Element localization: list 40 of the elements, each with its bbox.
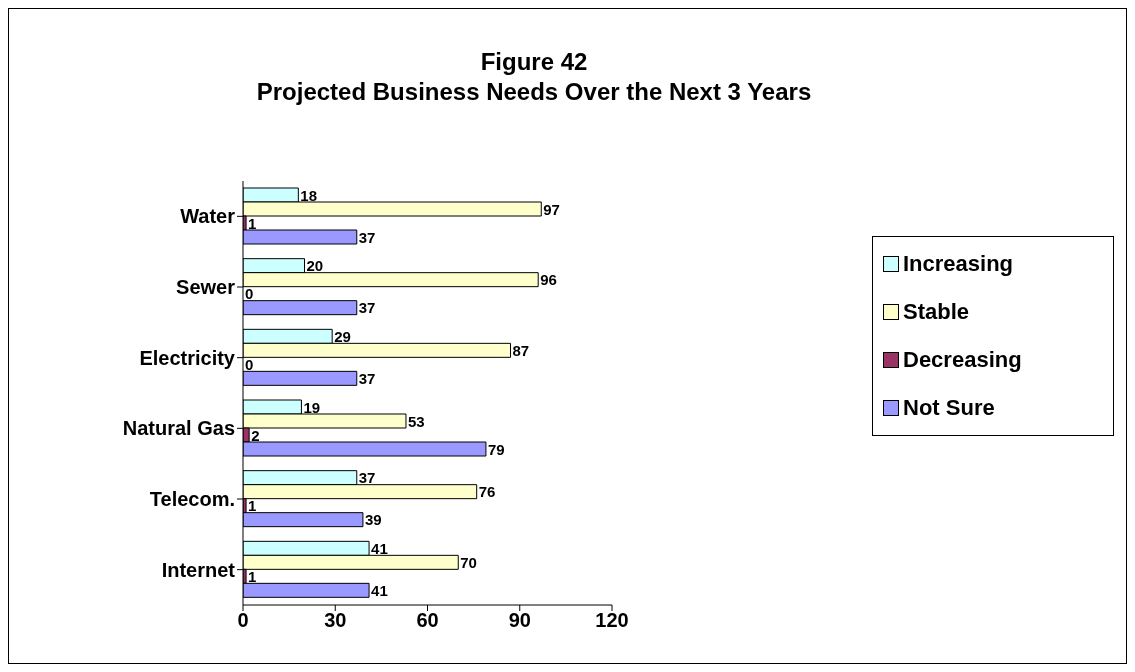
data-label: 79: [487, 440, 505, 458]
data-label: 1: [248, 214, 257, 232]
data-label: 20: [306, 257, 324, 275]
y-tick-label: Water: [180, 205, 236, 228]
data-label: 0: [245, 285, 254, 303]
data-label: 37: [358, 369, 376, 387]
data-label: 37: [358, 299, 376, 317]
data-label: 1: [248, 567, 257, 585]
data-label: 41: [371, 539, 388, 557]
x-tick-label: 60: [416, 609, 439, 632]
x-tick-label: 30: [324, 609, 347, 632]
data-label: 39: [364, 511, 382, 529]
data-label: 41: [371, 581, 388, 599]
data-label: 96: [540, 271, 557, 289]
data-label: 37: [358, 469, 376, 487]
data-label: 1: [248, 497, 257, 515]
y-tick-label: Electricity: [139, 346, 236, 369]
x-tick-label: 90: [508, 609, 531, 632]
legend-label: Stable: [903, 299, 970, 325]
data-label: 37: [358, 228, 376, 246]
data-label: 76: [478, 483, 496, 501]
legend-label: Not Sure: [903, 395, 995, 421]
legend-label: Decreasing: [903, 347, 1022, 373]
x-tick-label: 0: [237, 609, 249, 632]
data-label: 53: [407, 412, 425, 430]
y-tick-label: Internet: [161, 558, 236, 581]
chart-title: Figure 42 Projected Business Needs Over the Next 3 Years: [255, 47, 813, 107]
y-tick-label: Natural Gas: [122, 417, 235, 440]
data-label: 70: [460, 553, 477, 571]
y-tick-label: Telecom.: [149, 488, 235, 511]
y-tick-label: Sewer: [176, 276, 236, 299]
data-label: 87: [512, 341, 530, 359]
x-tick-label: 120: [595, 609, 629, 632]
data-label: 2: [251, 426, 260, 444]
data-label: 18: [300, 186, 318, 204]
data-label: 29: [334, 327, 351, 345]
data-label: 0: [245, 355, 254, 373]
data-label: 97: [543, 200, 560, 218]
legend-label: Increasing: [903, 251, 1014, 277]
data-label: 19: [303, 398, 321, 416]
